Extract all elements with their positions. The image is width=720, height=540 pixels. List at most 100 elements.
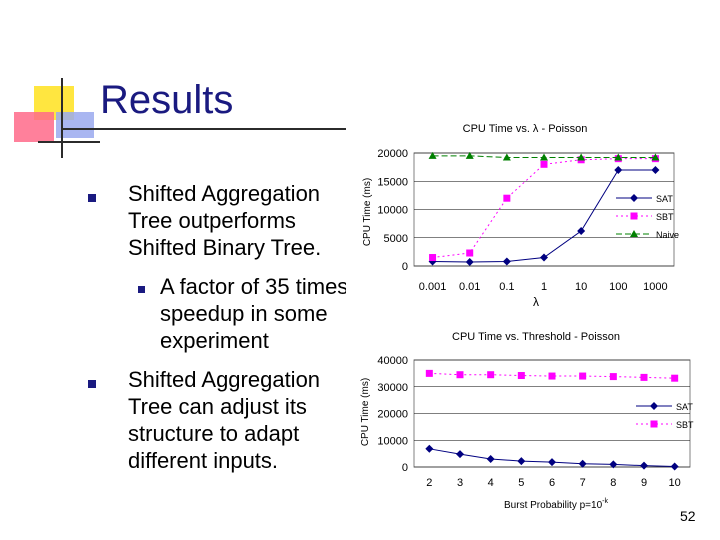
data-point-naive — [614, 153, 623, 161]
x-tick-label: 10 — [575, 281, 587, 293]
data-point-sat — [651, 165, 660, 174]
data-point-sat — [465, 258, 474, 267]
data-point-sat — [640, 461, 648, 470]
logo-pink-square — [14, 112, 54, 142]
data-point-naive — [540, 153, 548, 161]
data-point-sbt — [671, 374, 679, 382]
y-axis-label: CPU Time (ms) — [362, 178, 373, 246]
data-point-sat — [670, 462, 679, 471]
data-point-sat — [609, 460, 618, 469]
data-point-sat — [548, 458, 556, 467]
x-tick-label: 2 — [426, 477, 432, 489]
data-point-sat — [614, 165, 623, 174]
slide-logo — [14, 78, 100, 158]
y-tick-label: 10000 — [377, 205, 408, 217]
sub-bullet-line-2: speedup in some — [160, 301, 328, 326]
legend-label: SAT — [656, 194, 673, 204]
x-tick-label: 100 — [609, 281, 627, 293]
data-point-sbt — [548, 372, 556, 380]
x-tick-label: 7 — [580, 477, 586, 489]
data-point-sat — [502, 257, 511, 266]
x-tick-label: 5 — [518, 477, 524, 489]
x-tick-label: 1000 — [643, 281, 667, 293]
data-point-naive — [577, 153, 586, 161]
sub-bullet-line-1: A factor of 35 times — [160, 274, 346, 299]
x-axis-label-main: Burst Probability p=10 — [504, 500, 603, 511]
data-point-sbt — [540, 160, 548, 168]
y-axis-label: CPU Time (ms) — [360, 378, 371, 446]
data-point-sbt — [456, 371, 464, 379]
bullet-1-line-2: Tree outperforms — [128, 208, 296, 233]
x-tick-label: 6 — [549, 477, 555, 489]
data-point-sbt — [609, 373, 617, 381]
legend-marker — [630, 194, 638, 202]
chart-lambda: CPU Time vs. λ - Poisson CPU Time (ms) λ… — [346, 108, 720, 320]
data-point-sbt — [466, 249, 474, 257]
legend-label: SBT — [676, 420, 694, 430]
chart-threshold: CPU Time vs. Threshold - Poisson CPU Tim… — [346, 322, 720, 522]
data-point-sbt — [425, 369, 433, 377]
y-tick-label: 20000 — [377, 148, 408, 160]
y-tick-label: 30000 — [377, 382, 408, 394]
bullet-1-line-1: Shifted Aggregation — [128, 181, 321, 206]
y-tick-label: 0 — [402, 462, 408, 474]
x-tick-label: 0.001 — [419, 281, 447, 293]
bullet-2-line-4: different inputs. — [128, 448, 279, 473]
x-axis-label: Burst Probability p=10-k — [504, 498, 608, 511]
legend-marker — [650, 402, 658, 410]
y-tick-label: 15000 — [377, 176, 408, 188]
legend-marker — [650, 420, 658, 428]
data-point-sbt — [640, 373, 648, 381]
sub-bullet-marker — [138, 286, 145, 293]
x-axis-label-sup: -k — [602, 498, 608, 505]
x-tick-label: 1 — [541, 281, 547, 293]
x-tick-label: 9 — [641, 477, 647, 489]
data-point-sbt — [503, 194, 511, 202]
y-tick-label: 40000 — [377, 355, 408, 367]
data-point-naive — [428, 151, 437, 159]
bullet-marker — [88, 194, 96, 202]
bullet-2-line-2: Tree can adjust its — [128, 394, 307, 419]
data-point-naive — [651, 153, 660, 161]
x-tick-label: 3 — [457, 477, 463, 489]
series-line-sbt — [429, 372, 675, 379]
y-tick-label: 20000 — [377, 409, 408, 421]
chart-title: CPU Time vs. λ - Poisson — [463, 123, 588, 135]
legend-label: Naive — [656, 230, 679, 240]
x-tick-label: 8 — [610, 477, 616, 489]
data-point-sat — [486, 454, 495, 463]
data-point-sat — [540, 253, 548, 262]
slide-title: Results — [100, 78, 234, 122]
data-point-sat — [578, 459, 587, 468]
bullet-marker — [88, 380, 96, 388]
bullet-list: Shifted Aggregation Tree outperforms Shi… — [0, 170, 346, 500]
data-point-sbt — [429, 254, 437, 262]
data-point-sat — [425, 444, 434, 453]
bullet-2-line-3: structure to adapt — [128, 421, 300, 446]
data-point-sbt — [517, 372, 525, 380]
legend-label: SBT — [656, 212, 674, 222]
bullet-2-line-1: Shifted Aggregation — [128, 367, 321, 392]
x-tick-label: 4 — [488, 477, 494, 489]
x-axis-label: λ — [533, 295, 539, 309]
y-tick-label: 10000 — [377, 435, 408, 447]
legend-marker — [630, 230, 638, 237]
x-tick-label: 0.01 — [459, 281, 480, 293]
sub-bullet-line-3: experiment — [160, 328, 269, 353]
legend-marker — [630, 212, 638, 220]
legend-label: SAT — [676, 402, 693, 412]
data-point-sat — [456, 450, 464, 459]
y-tick-label: 5000 — [384, 233, 408, 245]
chart-title: CPU Time vs. Threshold - Poisson — [452, 331, 620, 343]
x-tick-label: 0.1 — [499, 281, 514, 293]
data-point-sbt — [487, 371, 495, 379]
data-point-sbt — [579, 372, 587, 380]
data-point-naive — [502, 153, 511, 161]
x-tick-label: 10 — [669, 477, 681, 489]
data-point-sat — [577, 226, 586, 235]
y-tick-label: 0 — [402, 261, 408, 273]
data-point-naive — [465, 151, 474, 159]
data-point-sat — [517, 457, 526, 466]
page-number: 52 — [680, 508, 696, 524]
bullet-1-line-3: Shifted Binary Tree. — [128, 235, 322, 260]
